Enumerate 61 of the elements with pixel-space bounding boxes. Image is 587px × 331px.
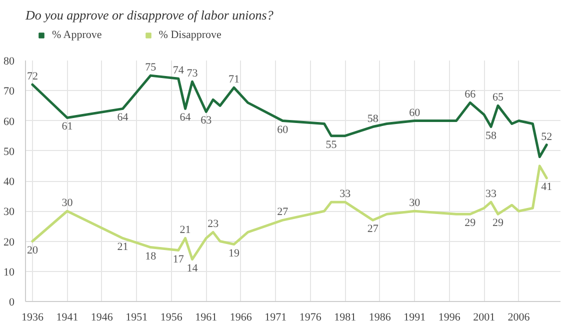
x-tick-label: 1936 [21,312,44,324]
data-label: 33 [486,188,498,200]
data-label: 29 [492,217,504,230]
data-label: 72 [26,70,38,83]
data-label: 64 [117,112,129,124]
data-label: 66 [464,88,476,101]
data-label: 60 [409,106,421,119]
x-tick-label: 1956 [160,312,183,324]
data-label: 63 [200,114,212,127]
data-label: 41 [541,180,552,193]
data-label: 27 [277,206,289,218]
y-tick-label: 80 [4,56,15,68]
y-tick-label: 0 [9,296,15,308]
data-label: 75 [145,62,157,74]
y-tick-label: 60 [4,116,15,128]
data-label: 29 [464,217,476,230]
x-tick-label: 1941 [56,312,78,324]
data-label: 55 [326,138,338,151]
data-label: 58 [367,112,379,125]
x-tick-label: 1991 [404,312,426,324]
x-tick-label: 1961 [195,312,218,324]
data-label: 21 [180,224,191,236]
data-label: 71 [228,74,240,86]
data-label: 73 [186,68,198,80]
chart-title: Do you approve or disapprove of labor unions? [24,8,274,22]
data-label: 27 [367,223,379,236]
data-label: 61 [62,120,73,133]
x-tick-label: 1986 [368,312,392,324]
data-label: 30 [62,197,74,210]
y-tick-label: 30 [4,206,15,218]
y-tick-label: 50 [4,146,15,158]
data-label: 23 [208,218,220,230]
data-label: 64 [180,112,192,124]
y-tick-label: 20 [4,236,15,248]
data-label: 58 [486,130,498,142]
data-label: 52 [541,130,552,143]
legend-label: % Disapprove [158,29,222,41]
x-tick-label: 1951 [126,312,148,324]
x-tick-label: 1946 [90,312,114,324]
data-label: 65 [492,92,504,104]
x-tick-label: 2001 [473,312,496,324]
x-tick-label: 1981 [334,312,356,324]
data-label: 20 [26,244,38,256]
x-tick-label: 1976 [299,312,322,324]
data-label: 60 [277,124,289,136]
data-label: 19 [228,247,240,260]
data-label: 74 [172,64,184,77]
data-label: 14 [186,262,198,274]
data-label: 17 [172,253,184,266]
legend-label: % Approve [52,29,102,41]
y-tick-label: 70 [4,86,15,98]
data-label: 21 [117,241,128,254]
x-tick-label: 2006 [508,312,530,324]
x-tick-label: 1971 [264,312,287,324]
x-tick-label: 1966 [230,312,252,324]
data-label: 30 [409,197,421,210]
x-tick-label: 1996 [438,312,461,324]
data-label: 33 [340,188,352,200]
y-tick-label: 10 [4,266,15,278]
y-tick-label: 40 [4,176,15,188]
data-label: 18 [145,250,157,262]
